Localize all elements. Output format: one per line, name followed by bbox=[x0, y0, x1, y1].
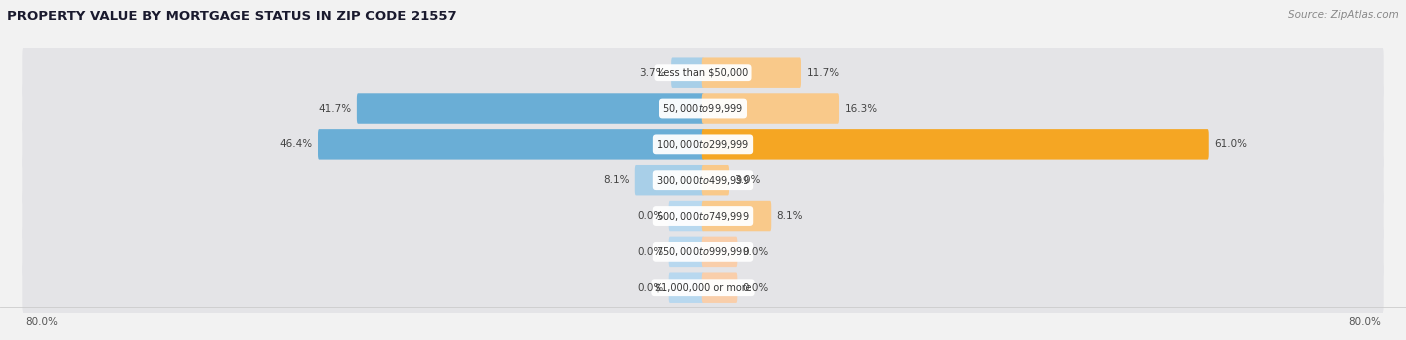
FancyBboxPatch shape bbox=[702, 129, 1209, 159]
Text: 0.0%: 0.0% bbox=[637, 247, 664, 257]
FancyBboxPatch shape bbox=[22, 260, 1384, 315]
Text: 46.4%: 46.4% bbox=[280, 139, 312, 149]
Text: PROPERTY VALUE BY MORTGAGE STATUS IN ZIP CODE 21557: PROPERTY VALUE BY MORTGAGE STATUS IN ZIP… bbox=[7, 10, 457, 23]
Text: $1,000,000 or more: $1,000,000 or more bbox=[655, 283, 751, 293]
FancyBboxPatch shape bbox=[22, 45, 1384, 100]
Text: 0.0%: 0.0% bbox=[637, 211, 664, 221]
FancyBboxPatch shape bbox=[669, 201, 704, 231]
Text: 0.0%: 0.0% bbox=[742, 283, 769, 293]
Text: 3.7%: 3.7% bbox=[640, 68, 666, 78]
FancyBboxPatch shape bbox=[702, 93, 839, 124]
Text: 0.0%: 0.0% bbox=[742, 247, 769, 257]
FancyBboxPatch shape bbox=[669, 272, 704, 303]
FancyBboxPatch shape bbox=[634, 165, 704, 196]
Text: $100,000 to $299,999: $100,000 to $299,999 bbox=[657, 138, 749, 151]
FancyBboxPatch shape bbox=[22, 153, 1384, 208]
Text: 8.1%: 8.1% bbox=[776, 211, 803, 221]
FancyBboxPatch shape bbox=[669, 237, 704, 267]
FancyBboxPatch shape bbox=[702, 272, 737, 303]
FancyBboxPatch shape bbox=[702, 57, 801, 88]
FancyBboxPatch shape bbox=[22, 224, 1384, 279]
FancyBboxPatch shape bbox=[22, 117, 1384, 172]
Text: Source: ZipAtlas.com: Source: ZipAtlas.com bbox=[1288, 10, 1399, 20]
FancyBboxPatch shape bbox=[318, 129, 704, 159]
Text: Less than $50,000: Less than $50,000 bbox=[658, 68, 748, 78]
FancyBboxPatch shape bbox=[671, 57, 704, 88]
Text: $50,000 to $99,999: $50,000 to $99,999 bbox=[662, 102, 744, 115]
Text: 8.1%: 8.1% bbox=[603, 175, 630, 185]
Text: $500,000 to $749,999: $500,000 to $749,999 bbox=[657, 209, 749, 223]
FancyBboxPatch shape bbox=[22, 81, 1384, 136]
FancyBboxPatch shape bbox=[357, 93, 704, 124]
Text: 11.7%: 11.7% bbox=[807, 68, 839, 78]
Text: 61.0%: 61.0% bbox=[1215, 139, 1247, 149]
Text: 41.7%: 41.7% bbox=[318, 103, 352, 114]
Text: 3.0%: 3.0% bbox=[734, 175, 761, 185]
Text: $300,000 to $499,999: $300,000 to $499,999 bbox=[657, 174, 749, 187]
Text: $750,000 to $999,999: $750,000 to $999,999 bbox=[657, 245, 749, 258]
FancyBboxPatch shape bbox=[702, 165, 730, 196]
FancyBboxPatch shape bbox=[22, 188, 1384, 244]
Text: 0.0%: 0.0% bbox=[637, 283, 664, 293]
Text: 16.3%: 16.3% bbox=[845, 103, 877, 114]
FancyBboxPatch shape bbox=[702, 237, 737, 267]
FancyBboxPatch shape bbox=[702, 201, 772, 231]
